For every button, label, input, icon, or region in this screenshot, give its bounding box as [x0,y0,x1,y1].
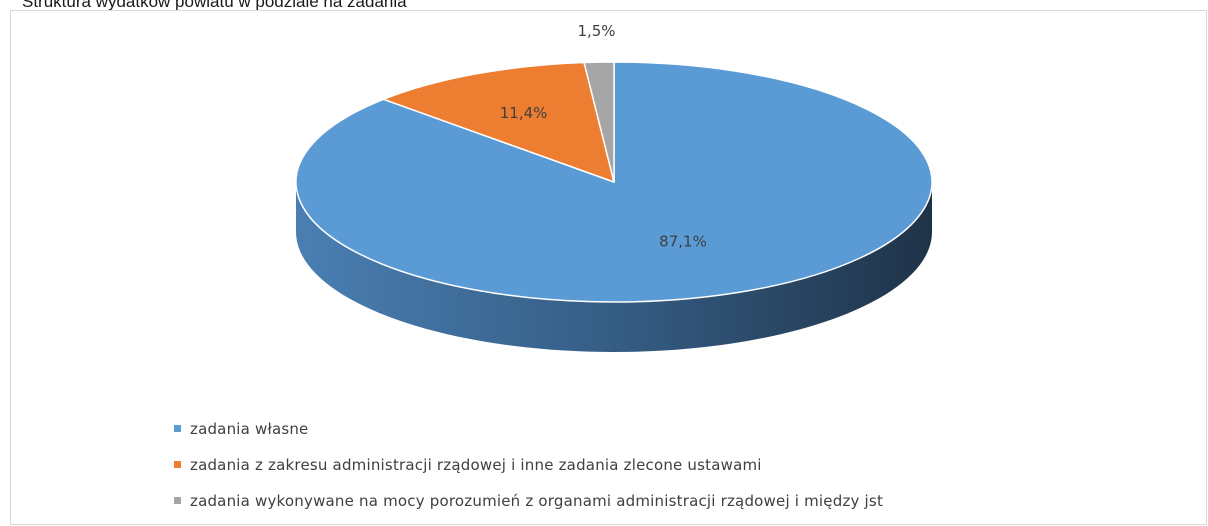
pie-slice-1 [382,61,615,183]
legend-swatch-2 [174,497,181,504]
pie-slice-side-0 [296,182,932,352]
legend-item-2: zadania wykonywane na mocy porozumień z … [174,492,883,510]
data-label-1: 11,4% [500,104,548,122]
legend-swatch-1 [174,461,181,468]
data-label-0: 87,1% [659,233,707,251]
data-label-2: 1,5% [577,22,615,40]
legend-item-0: zadania własne [174,420,309,438]
legend-label-2: zadania wykonywane na mocy porozumień z … [190,492,884,510]
page-title: Struktura wydatków powiatu w podziale na… [22,0,407,11]
legend-swatch-0 [174,425,181,432]
pie-slice-2 [583,61,615,183]
legend-label-1: zadania z zakresu administracji rządowej… [190,456,762,474]
legend-item-1: zadania z zakresu administracji rządowej… [174,456,762,474]
legend-label-0: zadania własne [190,420,309,438]
